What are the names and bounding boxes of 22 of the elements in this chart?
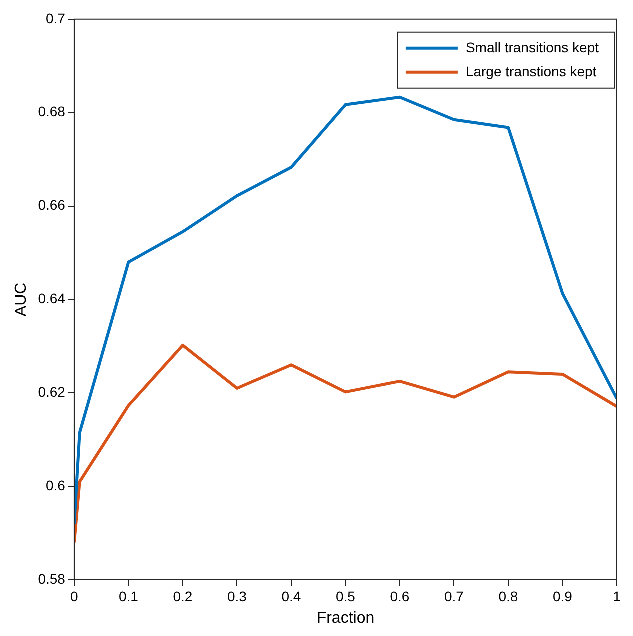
y-tick-label: 0.66 [38, 197, 66, 214]
x-tick-label: 0.2 [173, 588, 193, 604]
x-tick-label: 1 [613, 588, 622, 604]
x-tick-label: 0 [70, 588, 79, 604]
y-tick-label: 0.62 [38, 384, 66, 400]
legend-label: Large transtions kept [466, 63, 597, 80]
y-tick-label: 0.7 [46, 10, 66, 26]
x-tick-label: 0.4 [282, 588, 302, 604]
x-tick-label: 0.1 [118, 588, 139, 604]
x-tick-label: 0.7 [444, 588, 464, 604]
y-tick-label: 0.64 [38, 290, 66, 307]
x-tick-label: 0.8 [498, 588, 518, 604]
x-tick-label: 0.9 [553, 588, 573, 604]
y-tick-label: 0.58 [38, 570, 66, 587]
y-axis-title: AUC [13, 282, 30, 317]
x-tick-label: 0.5 [336, 588, 356, 604]
y-tick-label: 0.68 [38, 104, 66, 120]
x-tick-label: 0.3 [227, 588, 248, 604]
legend-label: Small transitions kept [466, 39, 600, 56]
x-axis-title: Fraction [316, 610, 375, 627]
x-tick-label: 0.6 [390, 588, 410, 604]
y-tick-label: 0.6 [46, 477, 66, 494]
